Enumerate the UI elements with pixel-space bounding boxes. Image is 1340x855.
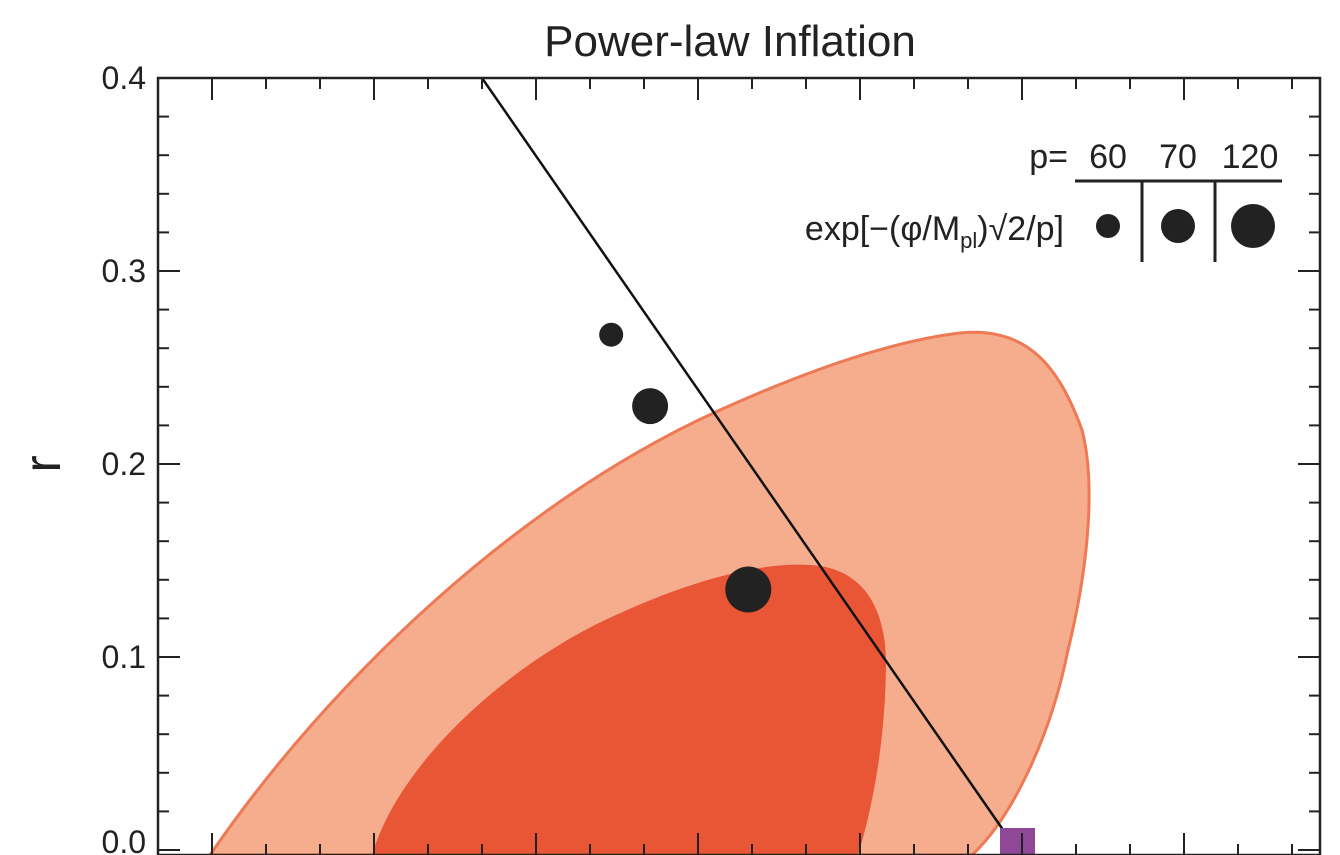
point-p60 bbox=[599, 322, 624, 347]
model-line bbox=[480, 78, 1019, 851]
legend-dot-large bbox=[1231, 204, 1275, 248]
y-tick-label: 0.3 bbox=[102, 253, 146, 289]
y-axis-label: r bbox=[14, 455, 72, 472]
point-p70 bbox=[632, 388, 669, 425]
point-p120 bbox=[725, 566, 772, 613]
chart-title: Power-law Inflation bbox=[544, 17, 916, 66]
legend-row-label-tail: )√2/p] bbox=[977, 210, 1064, 248]
legend-header-prefix: p= bbox=[1029, 138, 1068, 176]
legend: p= 60 70 120 exp[−(φ/Mpl)√2/p] bbox=[805, 138, 1282, 262]
plot-frame bbox=[156, 76, 1322, 855]
legend-column-120: 120 bbox=[1222, 138, 1279, 176]
y-tick-label: 0.4 bbox=[102, 60, 146, 96]
y-tick-label: 0.0 bbox=[102, 824, 146, 855]
legend-dot-medium bbox=[1161, 209, 1195, 243]
y-tick-label: 0.2 bbox=[102, 446, 146, 482]
legend-column-70: 70 bbox=[1159, 138, 1197, 176]
legend-row-label: exp[−(φ/Mpl)√2/p] bbox=[805, 210, 1064, 253]
square-marker bbox=[1000, 828, 1035, 855]
legend-dot-small bbox=[1096, 214, 1120, 238]
legend-column-60: 60 bbox=[1089, 138, 1127, 176]
legend-row-label-main: exp[−(φ/M bbox=[805, 210, 960, 248]
legend-row-label-sub: pl bbox=[960, 228, 977, 253]
y-tick-label: 0.1 bbox=[102, 639, 146, 675]
confidence-region-inner bbox=[372, 564, 886, 855]
